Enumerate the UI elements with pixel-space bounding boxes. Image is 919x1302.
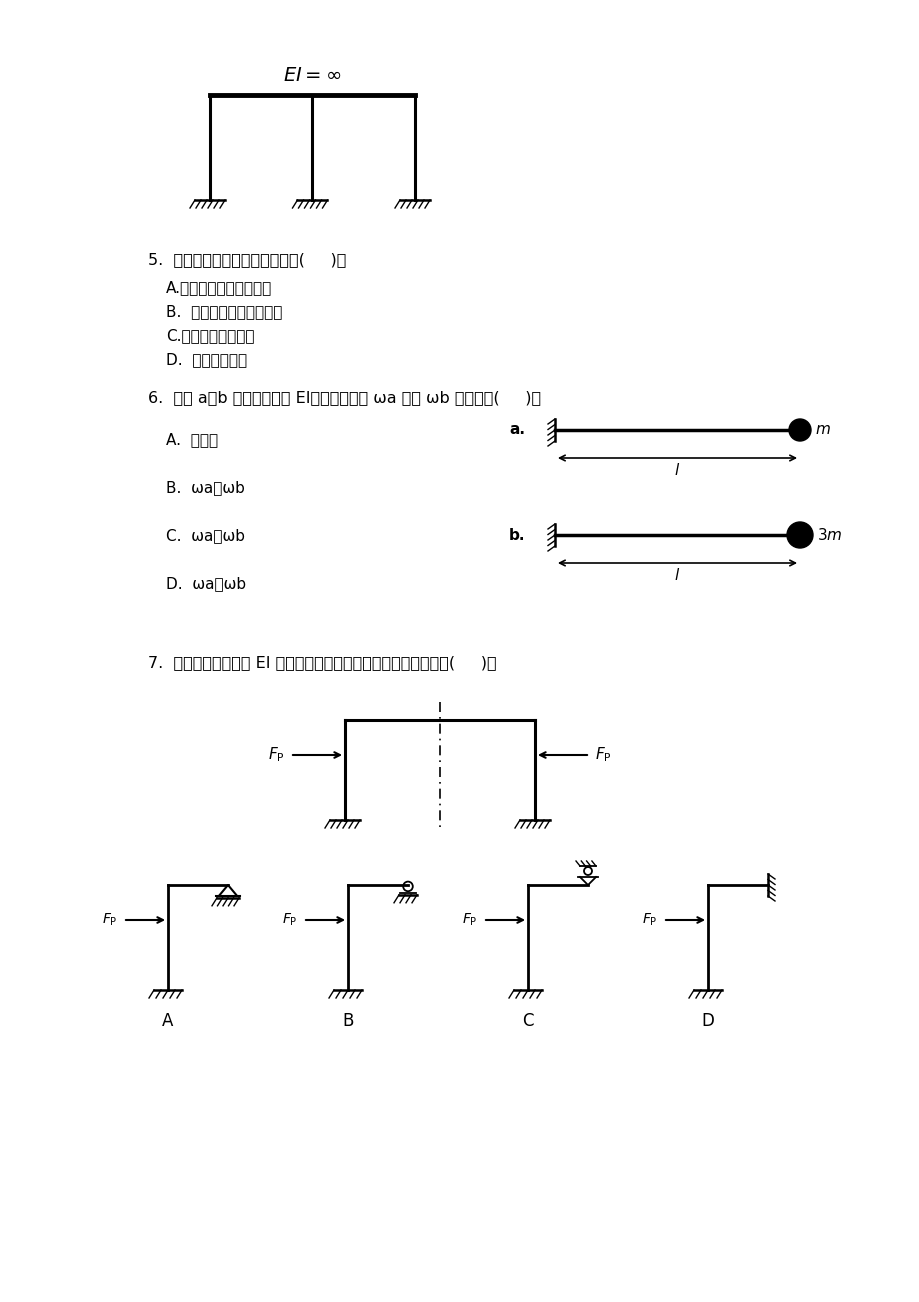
Text: 7.  图示对称结构杆件 EI 为常量，利用对称性简化后的一半结构为(     )。: 7. 图示对称结构杆件 EI 为常量，利用对称性简化后的一半结构为( )。 [148,655,496,671]
Text: $F_\mathrm{P}$: $F_\mathrm{P}$ [102,911,118,928]
Circle shape [789,419,811,441]
Text: B.  附加约束上的位移条件: B. 附加约束上的位移条件 [165,303,282,319]
Text: $F_\mathrm{P}$: $F_\mathrm{P}$ [641,911,657,928]
Text: C.外力与内力的关系: C.外力与内力的关系 [165,328,255,342]
Text: $F_\mathrm{P}$: $F_\mathrm{P}$ [282,911,298,928]
Text: $F_\mathrm{P}$: $F_\mathrm{P}$ [595,746,611,764]
Text: $l$: $l$ [674,462,680,478]
Text: $l$: $l$ [674,566,680,583]
Text: A: A [162,1012,174,1030]
Text: $m$: $m$ [814,423,830,437]
Text: D.  ωa＞ωb: D. ωa＞ωb [165,575,246,591]
Text: D: D [701,1012,714,1030]
Text: b.: b. [508,527,525,543]
Text: $F_\mathrm{P}$: $F_\mathrm{P}$ [268,746,285,764]
Text: B.  ωa＜ωb: B. ωa＜ωb [165,480,244,495]
Text: 5.  位移法典型方程的物理意义是(     )。: 5. 位移法典型方程的物理意义是( )。 [148,253,346,267]
Text: $3m$: $3m$ [816,527,842,543]
Text: C.  ωa＝ωb: C. ωa＝ωb [165,529,244,543]
Text: A.  不确定: A. 不确定 [165,432,218,447]
Text: $F_\mathrm{P}$: $F_\mathrm{P}$ [462,911,478,928]
Text: C: C [522,1012,533,1030]
Text: $EI{=}\infty$: $EI{=}\infty$ [283,66,341,85]
Text: B: B [342,1012,353,1030]
Circle shape [786,522,812,548]
Text: 6.  图示 a、b 两体系的相同 EI，其自振频率 ωa ，与 ωb 的关系为(     )。: 6. 图示 a、b 两体系的相同 EI，其自振频率 ωa ，与 ωb 的关系为(… [148,391,540,405]
Text: A.附加约束上的平衡方程: A.附加约束上的平衡方程 [165,280,272,296]
Text: a.: a. [508,423,525,437]
Text: D.  反力互等定理: D. 反力互等定理 [165,352,247,367]
